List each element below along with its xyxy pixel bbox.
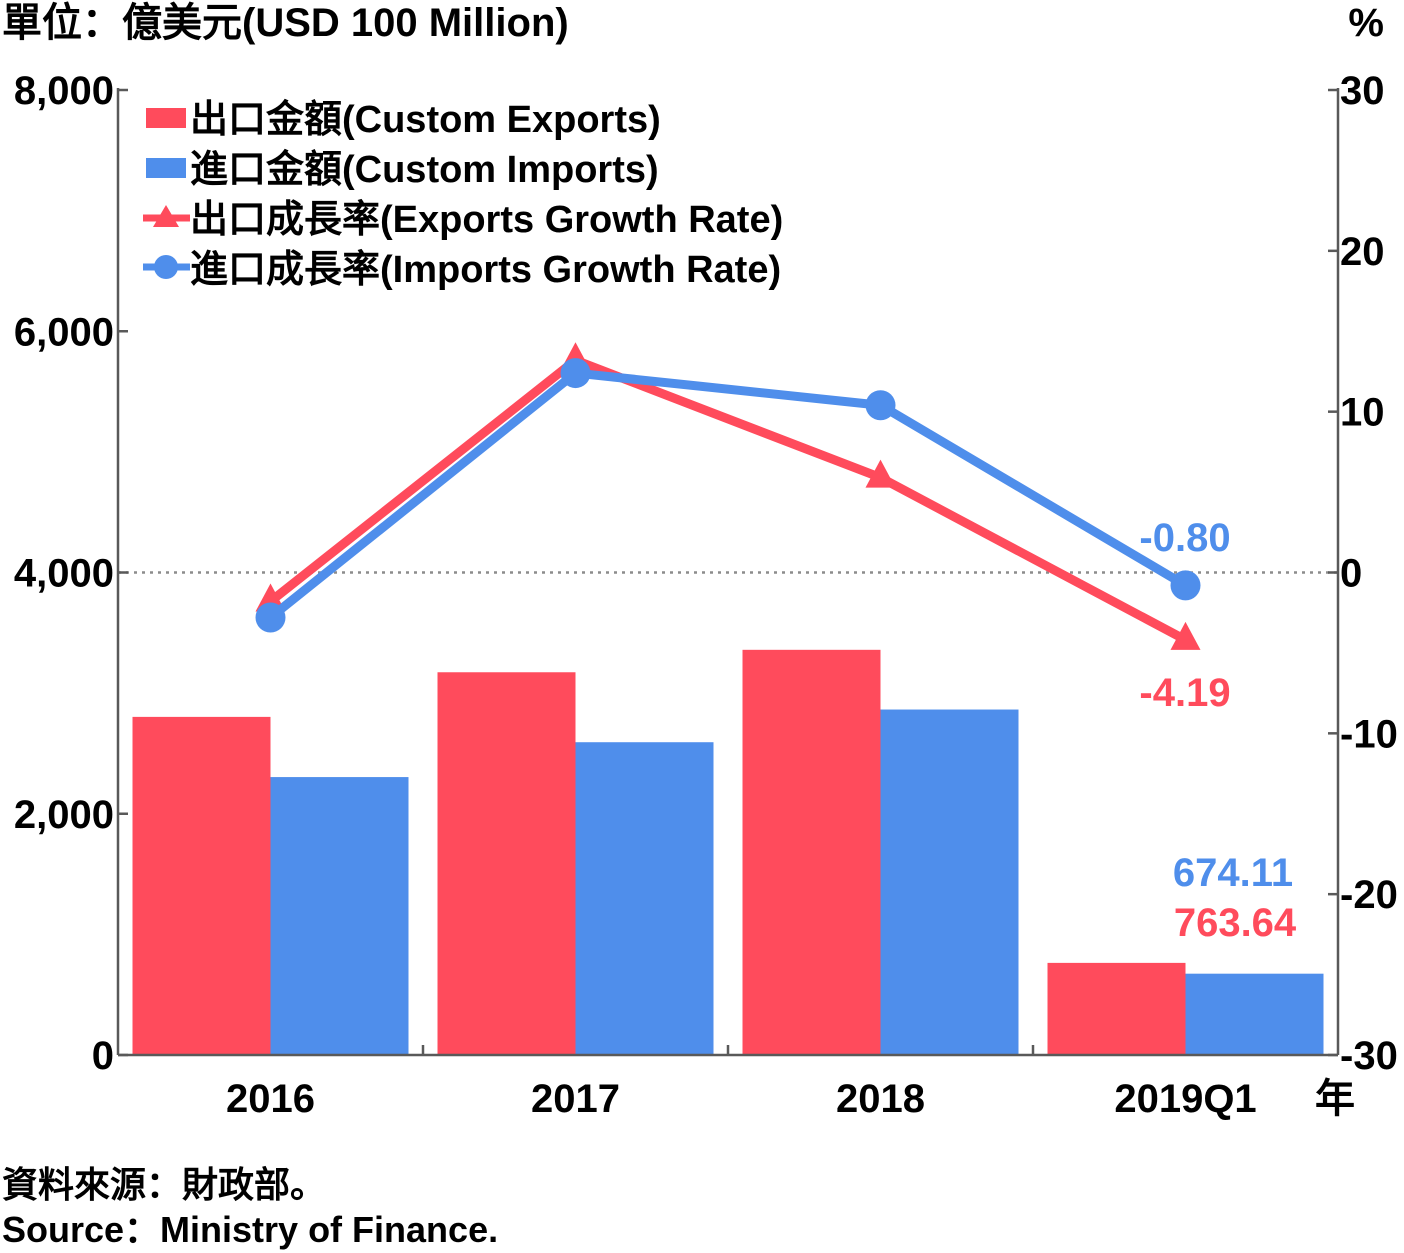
legend-label-imports: 進口金額(Custom Imports) bbox=[190, 148, 659, 191]
line-imports-growth bbox=[267, 368, 1188, 622]
marker-exports-growth-2016 bbox=[255, 583, 286, 612]
bar-imports-2018 bbox=[880, 709, 1019, 1055]
bar-imports-2019Q1 bbox=[1185, 973, 1324, 1055]
left-tick-label: 4,000 bbox=[14, 552, 114, 596]
bar-exports-2016 bbox=[132, 716, 271, 1055]
bar-exports-2018 bbox=[742, 649, 881, 1055]
bar-imports-2016 bbox=[270, 777, 409, 1055]
marker-imports-growth-2018 bbox=[865, 390, 896, 421]
marker-exports-growth-2019Q1 bbox=[1170, 621, 1201, 650]
line-exports-growth bbox=[267, 355, 1188, 644]
left-tick-label: 2,000 bbox=[14, 793, 114, 837]
right-tick-label: 10 bbox=[1340, 391, 1385, 435]
label-imports-last: 674.11 bbox=[1173, 851, 1293, 895]
legend-triangle-marker bbox=[153, 205, 179, 227]
legend-circle-marker bbox=[154, 255, 178, 279]
legend-label-exports-growth: 出口成長率(Exports Growth Rate) bbox=[190, 199, 783, 241]
right-tick-label: 0 bbox=[1340, 552, 1362, 596]
x-tick-label: 2017 bbox=[531, 1077, 620, 1121]
label-exports-growth-last: -4.19 bbox=[1139, 671, 1230, 715]
bar-imports-2017 bbox=[575, 742, 714, 1055]
legend: 出口金額(Custom Exports) 進口金額(Custom Imports… bbox=[143, 98, 783, 291]
legend-swatch-exports bbox=[146, 108, 186, 128]
left-tick-label: 0 bbox=[92, 1034, 114, 1078]
right-tick-label: -30 bbox=[1340, 1034, 1398, 1078]
right-tick-label: -10 bbox=[1340, 712, 1398, 756]
right-tick-label: 20 bbox=[1340, 230, 1385, 274]
legend-label-imports-growth: 進口成長率(Imports Growth Rate) bbox=[190, 249, 781, 291]
marker-imports-growth-2016 bbox=[255, 602, 286, 633]
marker-imports-growth-2019Q1 bbox=[1170, 570, 1201, 601]
marker-exports-growth-2018 bbox=[865, 459, 896, 488]
plot-area: 0 2,000 4,000 6,000 8,000 -30 -20 -10 0 10 20 30 201… bbox=[14, 69, 1398, 1121]
marker-imports-growth-2017 bbox=[560, 358, 591, 389]
source-en: Source：Ministry of Finance. bbox=[2, 1209, 499, 1250]
left-tick-label: 8,000 bbox=[14, 69, 114, 113]
source-zh: 資料來源：財政部。 bbox=[2, 1164, 327, 1205]
legend-swatch-imports bbox=[146, 158, 186, 178]
label-exports-last: 763.64 bbox=[1174, 901, 1297, 945]
right-axis-unit-label: % bbox=[1348, 1, 1384, 45]
legend-label-exports: 出口金額(Custom Exports) bbox=[190, 98, 661, 141]
left-axis-unit-label: 單位：億美元(USD 100 Million) bbox=[2, 1, 569, 45]
x-tick-label: 2016 bbox=[226, 1077, 315, 1121]
x-axis-unit-label: 年 bbox=[1315, 1077, 1355, 1121]
left-tick-label: 6,000 bbox=[14, 310, 114, 354]
bar-exports-2017 bbox=[437, 672, 576, 1055]
label-imports-growth-last: -0.80 bbox=[1139, 516, 1230, 560]
right-tick-label: 30 bbox=[1340, 69, 1385, 113]
x-tick-label: 2019Q1 bbox=[1114, 1077, 1256, 1121]
right-tick-label: -20 bbox=[1340, 873, 1398, 917]
trade-chart: 單位：億美元(USD 100 Million) % 0 2,000 4,000 6,0… bbox=[2, 1, 1398, 1121]
bar-exports-2019Q1 bbox=[1047, 962, 1186, 1055]
x-tick-label: 2018 bbox=[836, 1077, 925, 1121]
